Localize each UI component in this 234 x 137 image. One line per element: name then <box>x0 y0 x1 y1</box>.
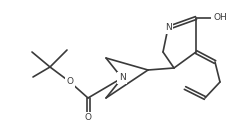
Text: N: N <box>165 24 171 32</box>
Text: N: N <box>119 73 125 82</box>
Text: OH: OH <box>213 14 227 22</box>
Text: O: O <box>66 78 73 86</box>
Text: O: O <box>84 113 91 122</box>
